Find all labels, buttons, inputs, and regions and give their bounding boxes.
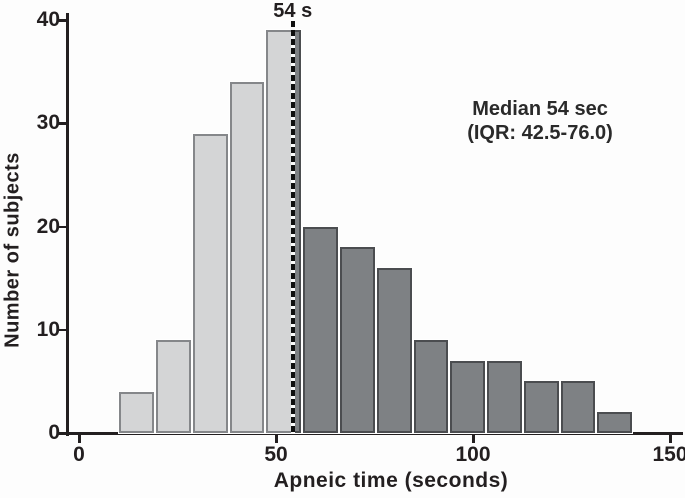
median-annotation: Median 54 sec (IQR: 42.5-76.0) [408,97,672,145]
x-axis-title: Apneic time (seconds) [273,469,509,492]
x-tick [669,435,672,443]
x-tick-label: 100 [455,443,491,466]
y-tick-label: 40 [36,8,60,31]
median-annotation-line1: Median 54 sec [472,98,608,120]
y-tick-label: 0 [48,421,60,444]
histogram-bar [413,340,449,433]
y-tick [58,225,66,228]
histogram-bar [156,340,191,433]
histogram-bar [229,81,265,433]
y-tick [58,328,66,332]
histogram-bar [340,247,375,433]
y-axis-line [66,13,69,436]
histogram-bar [303,226,339,433]
y-axis-title: Number of subjects [1,152,24,348]
histogram-bar [487,360,522,433]
x-tick [275,435,278,443]
y-tick-label: 20 [36,214,60,238]
x-tick [472,435,475,443]
median-dashed-line [290,21,295,433]
histogram-bar [119,391,155,433]
histogram-bar [192,133,228,433]
y-tick-label: 30 [36,111,60,135]
x-axis-line [66,432,683,435]
histogram-bar [560,381,596,433]
x-tick-label: 150 [652,443,685,466]
x-tick [78,435,81,443]
x-tick-label: 50 [264,443,288,466]
y-tick-label: 10 [36,317,60,341]
x-tick-label: 0 [73,443,85,466]
histogram-bar [450,360,486,433]
histogram-bar [376,267,412,433]
y-tick [58,122,66,125]
median-annotation-line2: (IQR: 42.5-76.0) [467,122,613,144]
median-label: 54 s [273,0,313,22]
y-tick [58,432,66,435]
histogram-bar [523,381,559,433]
histogram-bar [597,412,633,433]
y-tick [58,19,66,22]
